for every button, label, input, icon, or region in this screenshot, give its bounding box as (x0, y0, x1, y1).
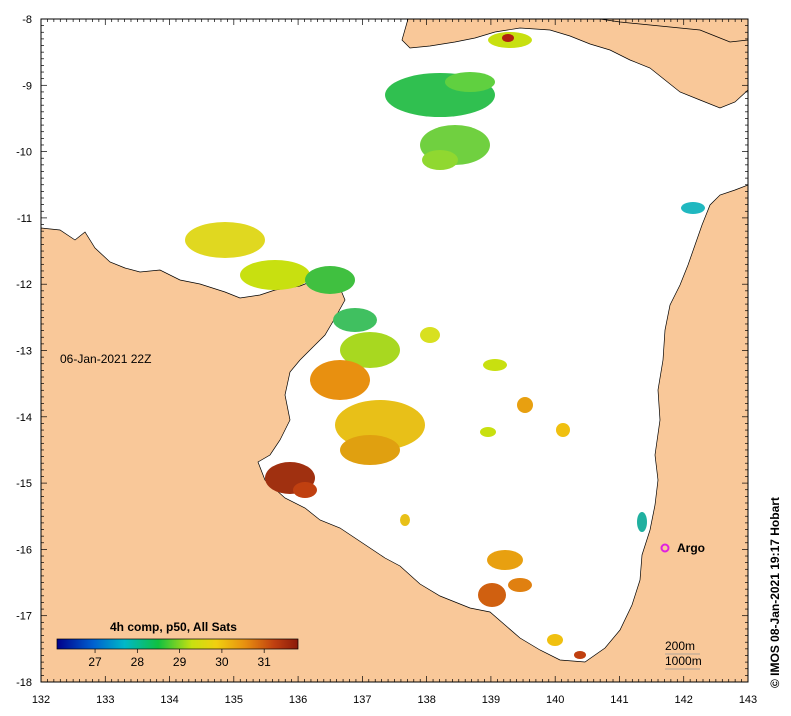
latitude-tick-label: -13 (16, 346, 32, 358)
longitude-tick-label: 136 (289, 694, 307, 706)
colorbar: 4h comp, p50, All Sats 27 28 29 30 31 (56, 620, 299, 669)
axis-ticks (40, 18, 749, 683)
longitude-tick-label: 143 (739, 694, 757, 706)
longitude-tick-label: 139 (482, 694, 500, 706)
latitude-tick-label: -10 (16, 147, 32, 159)
argo-label: Argo (677, 541, 705, 555)
longitude-tick-label: 135 (225, 694, 243, 706)
longitude-tick-label: 133 (96, 694, 114, 706)
latitude-tick-label: -16 (16, 544, 32, 556)
sst-field (185, 32, 705, 659)
longitude-tick-label: 137 (353, 694, 371, 706)
colorbar-tick-label: 31 (257, 655, 271, 669)
longitude-tick-label: 138 (417, 694, 435, 706)
longitude-tick-label: 141 (610, 694, 628, 706)
land-cape-york (401, 19, 748, 109)
colorbar-ticks: 27 28 29 30 31 (88, 649, 271, 669)
latitude-tick-label: -8 (22, 14, 32, 26)
credit-text: © IMOS 08-Jan-2021 19:17 Hobart (768, 497, 782, 688)
longitude-tick-label: 140 (546, 694, 564, 706)
colorbar-tick-label: 30 (215, 655, 229, 669)
longitude-tick-label: 142 (675, 694, 693, 706)
colorbar-title: 4h comp, p50, All Sats (110, 620, 237, 634)
longitude-tick-label: 132 (32, 694, 50, 706)
latitude-tick-label: -14 (16, 412, 32, 424)
land-northern-territory (41, 184, 748, 682)
colorbar-tick-label: 27 (88, 655, 102, 669)
argo-float-marker[interactable] (660, 543, 670, 553)
latitude-tick-label: -11 (17, 213, 32, 225)
contour-200m-label: 200m (665, 639, 695, 653)
longitude-tick-labels: 132 133 134 135 136 137 138 139 140 141 142 143 (32, 694, 757, 706)
colorbar-tick-label: 28 (131, 655, 145, 669)
map-plot-area: Argo 06-Jan-2021 22Z 4h comp, p50, All S… (41, 19, 748, 682)
contour-legend: 200m 1000m (665, 639, 702, 670)
latitude-tick-labels: -8 -9 -10 -11 -12 -13 -14 -15 -16 -17 -18 (16, 14, 32, 689)
land-papua (599, 19, 748, 43)
latitude-tick-label: -18 (16, 677, 32, 689)
latitude-tick-label: -9 (22, 80, 32, 92)
latitude-tick-label: -15 (16, 478, 32, 490)
latitude-tick-label: -17 (16, 611, 32, 623)
colorbar-tick-label: 29 (173, 655, 187, 669)
colorbar-ramp (56, 638, 299, 650)
latitude-tick-label: -12 (16, 279, 32, 291)
datetime-label: 06-Jan-2021 22Z (60, 352, 151, 366)
longitude-tick-label: 134 (160, 694, 178, 706)
contour-1000m-label: 1000m (665, 654, 702, 668)
